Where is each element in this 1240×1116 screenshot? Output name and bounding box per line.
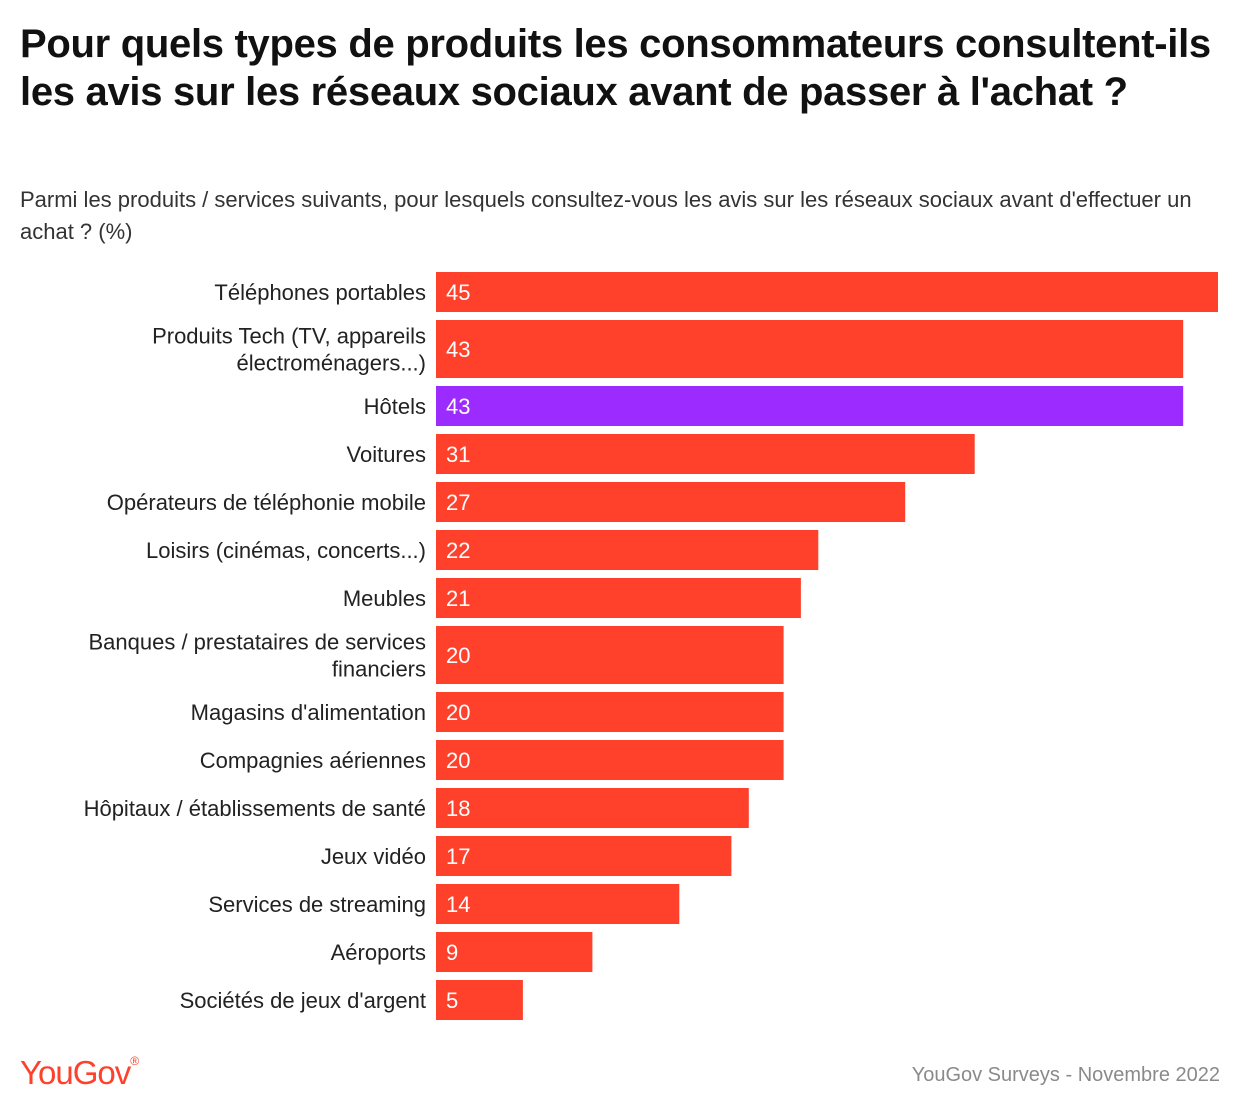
bar-11-value-label: 18 xyxy=(446,796,470,821)
bar-9-category-label: Magasins d'alimentation xyxy=(191,700,426,725)
bar-2-category-label: Produits Tech (TV, appareils électroménag… xyxy=(152,324,426,376)
bar-6-category-label: Loisirs (cinémas, concerts...) xyxy=(146,538,426,563)
bar-13-value-label: 14 xyxy=(446,892,470,917)
yougov-logo: YouGov® xyxy=(20,1054,139,1092)
bar-4-category-label: Voitures xyxy=(347,442,427,467)
bar-6-value-label: 22 xyxy=(446,538,470,563)
bar-12-value-label: 17 xyxy=(446,844,470,869)
bar-1 xyxy=(436,272,1218,312)
bar-3 xyxy=(436,386,1184,426)
bar-2 xyxy=(436,320,1184,378)
bar-9-value-label: 20 xyxy=(446,700,470,725)
chart-subtitle: Parmi les produits / services suivants, … xyxy=(20,187,1192,244)
bar-8 xyxy=(436,626,784,684)
bar-12 xyxy=(436,836,732,876)
bar-8-category-label: Banques / prestataires de services financ… xyxy=(88,630,426,682)
bar-4-value-label: 31 xyxy=(446,442,470,467)
bar-1-value-label: 45 xyxy=(446,280,470,305)
logo-text: YouGov xyxy=(20,1054,131,1091)
bar-7-category-label: Meubles xyxy=(343,586,426,611)
bar-4 xyxy=(436,434,975,474)
chart-title: Pour quels types de produits les consomm… xyxy=(20,22,1211,114)
bar-8-value-label: 20 xyxy=(446,643,470,668)
bar-15 xyxy=(436,980,523,1020)
bar-5 xyxy=(436,482,906,522)
bar-15-value-label: 5 xyxy=(446,988,458,1013)
logo-registered-mark: ® xyxy=(130,1054,140,1068)
bar-1-category-label: Téléphones portables xyxy=(214,280,426,305)
bar-10-value-label: 20 xyxy=(446,748,470,773)
bar-7-value-label: 21 xyxy=(446,586,470,611)
bar-11 xyxy=(436,788,749,828)
bar-11-category-label: Hôpitaux / établissements de santé xyxy=(84,796,426,821)
bar-15-category-label: Sociétés de jeux d'argent xyxy=(180,988,426,1013)
bar-6 xyxy=(436,530,819,570)
bar-10-category-label: Compagnies aériennes xyxy=(200,748,426,773)
bar-7 xyxy=(436,578,801,618)
bar-14-category-label: Aéroports xyxy=(331,940,426,965)
bar-3-category-label: Hôtels xyxy=(364,394,426,419)
bar-2-value-label: 43 xyxy=(446,337,470,362)
bar-13-category-label: Services de streaming xyxy=(208,892,426,917)
bar-10 xyxy=(436,740,784,780)
bar-12-category-label: Jeux vidéo xyxy=(321,844,426,869)
bar-5-value-label: 27 xyxy=(446,490,470,515)
bar-14-value-label: 9 xyxy=(446,940,458,965)
bar-5-category-label: Opérateurs de téléphonie mobile xyxy=(107,490,426,515)
bar-3-value-label: 43 xyxy=(446,394,470,419)
source-note: YouGov Surveys - Novembre 2022 xyxy=(911,1064,1220,1086)
bar-14 xyxy=(436,932,593,972)
bar-9 xyxy=(436,692,784,732)
bar-13 xyxy=(436,884,680,924)
